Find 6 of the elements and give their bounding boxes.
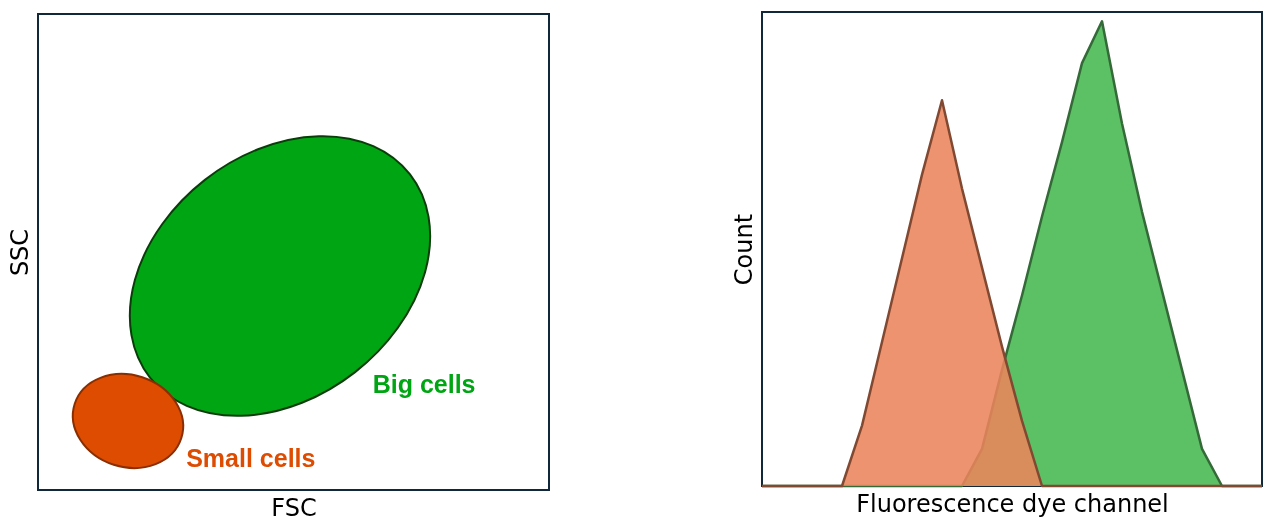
y-axis-title: Count (729, 213, 758, 286)
text: SSC (5, 228, 34, 277)
text: FSC (271, 493, 317, 522)
text: Big cells (372, 370, 476, 399)
x-axis-title: Fluorescence dye channel (856, 489, 1169, 518)
text: Small cells (186, 444, 316, 473)
